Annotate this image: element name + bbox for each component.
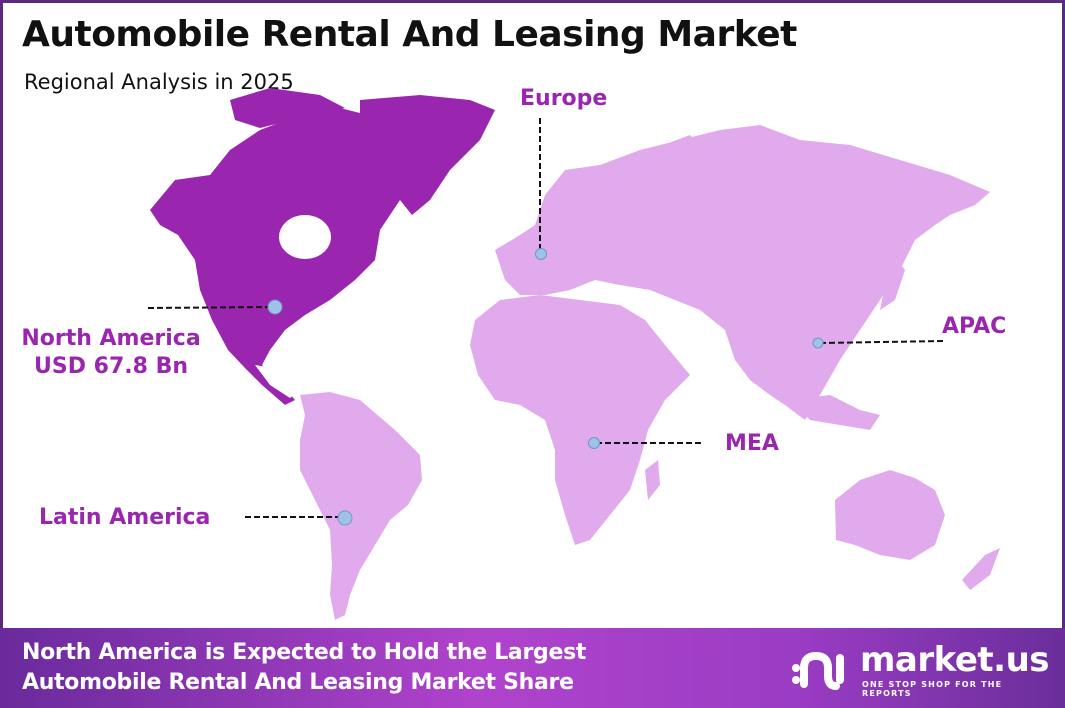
page-title: Automobile Rental And Leasing Market (22, 14, 797, 55)
marker-latin-america[interactable] (337, 510, 353, 526)
world-map (147, 88, 1000, 620)
footer-line-2: Automobile Rental And Leasing Market Sha… (22, 670, 574, 695)
label-apac: APAC (942, 314, 1007, 339)
region-north-america (150, 88, 495, 405)
footer-text: North America is Expected to Hold the La… (22, 638, 586, 698)
label-north-america: North America USD 67.8 Bn (16, 325, 206, 381)
marker-mea[interactable] (588, 437, 600, 449)
footer-banner: North America is Expected to Hold the La… (0, 628, 1065, 708)
region-oceania (835, 470, 1000, 590)
region-mea (470, 295, 690, 545)
leader-lines (147, 118, 946, 518)
footer-line-1: North America is Expected to Hold the La… (22, 640, 587, 665)
label-north-america-name: North America (21, 326, 201, 351)
page-subtitle: Regional Analysis in 2025 (24, 70, 294, 94)
region-eurasia (495, 125, 990, 430)
label-mea: MEA (725, 431, 779, 456)
marker-europe[interactable] (535, 248, 547, 260)
label-latin-america: Latin America (39, 505, 211, 530)
region-markers (267, 248, 824, 526)
brand-logo-icon (792, 651, 844, 690)
marker-north-america[interactable] (267, 299, 283, 315)
label-north-america-value: USD 67.8 Bn (34, 354, 188, 379)
brand-logo[interactable]: market.us ONE STOP SHOP FOR THE REPORTS (790, 640, 1050, 698)
brand-tagline: ONE STOP SHOP FOR THE REPORTS (862, 680, 1003, 698)
marker-apac[interactable] (812, 337, 824, 349)
region-latin-america (300, 392, 422, 620)
brand-name: market.us (860, 640, 1050, 680)
label-europe: Europe (520, 86, 608, 111)
